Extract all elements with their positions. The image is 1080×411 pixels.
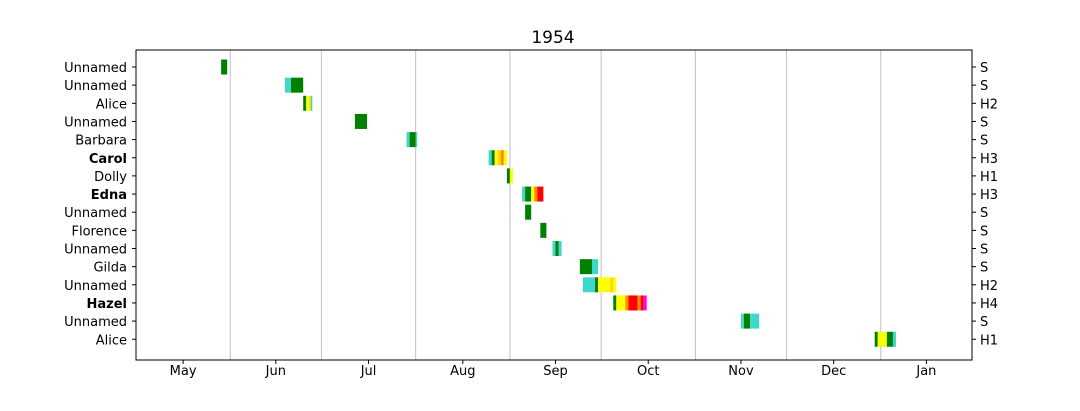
storm-name-label: Unnamed [64, 279, 127, 294]
storm-name-label: Unnamed [64, 115, 127, 130]
storm-name-label: Unnamed [64, 315, 127, 330]
storm-bar-segment [640, 295, 644, 311]
storm-bar-segment [637, 295, 641, 311]
storm-peak-label: H1 [980, 333, 998, 348]
storm-bar-segment [877, 331, 887, 347]
storm-peak-label: H1 [980, 170, 998, 185]
storm-name-label: Alice [96, 97, 127, 112]
storm-bar-segment [291, 77, 304, 93]
storm-bar-segment [522, 186, 526, 202]
storm-bar-segment [613, 295, 617, 311]
x-tick-label: Jan [915, 364, 936, 379]
storm-bar-segment [886, 331, 893, 347]
storm-peak-label: S [980, 224, 988, 239]
storm-peak-label: H2 [980, 97, 998, 112]
storm-peak-label: S [980, 206, 988, 221]
storm-bar-segment [555, 241, 559, 256]
storm-name-label: Florence [72, 224, 128, 239]
storm-name-label: Gilda [93, 261, 127, 276]
chart-title: 1954 [531, 28, 574, 48]
plot-frame [135, 49, 973, 361]
storm-name-label: Dolly [94, 170, 127, 185]
storm-bar-segment [582, 277, 596, 293]
storm-peak-label: S [980, 134, 988, 149]
storm-name-label: Hazel [87, 297, 128, 312]
storm-peak-label: S [980, 115, 988, 130]
storm-bar-segment [874, 331, 878, 347]
storm-bar-segment [616, 295, 626, 311]
storm-bar-segment [406, 132, 410, 148]
storm-peak-label: H3 [980, 152, 998, 167]
storm-bar-segment [558, 241, 562, 256]
storm-bar-segment [415, 132, 418, 148]
storm-bar-segment [488, 150, 492, 166]
storm-bar-segment [525, 204, 532, 220]
storm-bar-segment [579, 259, 592, 275]
grid-lines [229, 50, 882, 360]
storm-bar-segment [506, 168, 510, 184]
storm-bar-segment [540, 222, 547, 238]
storm-bar-segment [892, 331, 896, 347]
x-tick-label: Sep [543, 364, 568, 379]
storm-name-label: Barbara [75, 134, 127, 149]
storm-bar-segment [497, 150, 501, 166]
storm-bar-segment [537, 186, 544, 202]
storm-name-label: Unnamed [64, 79, 127, 94]
storm-bar-segment [509, 168, 513, 184]
storm-bar-segment [610, 277, 614, 293]
x-tick-label: May [170, 364, 197, 379]
storm-bar-segment [750, 313, 760, 329]
storm-bar-segment [284, 77, 292, 93]
storm-bar-segment [592, 259, 599, 275]
storm-bar-segment [598, 277, 611, 293]
x-tick-label: Nov [728, 364, 754, 379]
storm-bar-segment [534, 186, 538, 202]
storm-name-label: Unnamed [64, 243, 127, 258]
storm-bar-segment [354, 113, 368, 129]
storm-bar-segment [525, 186, 532, 202]
storm-name-label: Unnamed [64, 61, 127, 76]
x-tick-label: Oct [637, 364, 659, 379]
storm-name-label: Edna [91, 188, 127, 203]
storm-bar-segment [494, 150, 498, 166]
storm-peak-label: H3 [980, 188, 998, 203]
storm-bar-segment [503, 150, 507, 166]
storm-bar-segment [552, 241, 556, 256]
storm-bar-segment [643, 295, 647, 311]
storm-bar-segment [531, 186, 535, 202]
storm-peak-label: S [980, 61, 988, 76]
storm-name-label: Carol [89, 152, 127, 167]
storm-bars [221, 59, 896, 347]
storm-bar-segment [491, 150, 495, 166]
storm-bar-segment [500, 150, 504, 166]
storm-peak-label: H2 [980, 279, 998, 294]
x-tick-label: Aug [450, 364, 475, 379]
storm-name-label: Unnamed [64, 206, 127, 221]
x-tick-label: Jul [360, 364, 377, 379]
storm-bar-segment [613, 277, 617, 293]
storm-name-label: Alice [96, 333, 127, 348]
storm-bar-segment [306, 95, 310, 111]
storm-peak-label: S [980, 243, 988, 258]
storm-peak-label: S [980, 315, 988, 330]
storm-bar-segment [740, 313, 744, 329]
x-tick-label: Dec [821, 364, 846, 379]
storm-bar-segment [628, 295, 638, 311]
storm-peak-label: H4 [980, 297, 998, 312]
storm-bar-segment [409, 132, 416, 148]
storm-bar-segment [310, 95, 313, 111]
storm-peak-label: S [980, 261, 988, 276]
storm-bar-segment [221, 59, 228, 75]
storm-bar-segment [595, 277, 599, 293]
storm-name-labels: Unnamed Unnamed Alice Unnamed Barbara Carol Do… [64, 61, 136, 348]
storm-peak-label: S [980, 79, 988, 94]
storm-bar-segment [744, 313, 751, 329]
storm-bar-segment [625, 295, 629, 311]
x-axis-ticks: May Jun Jul Aug Sep Oct Nov Dec Jan [170, 360, 936, 379]
storm-bar-segment [309, 95, 311, 111]
x-tick-label: Jun [265, 364, 286, 379]
storm-bar-segment [303, 95, 307, 111]
